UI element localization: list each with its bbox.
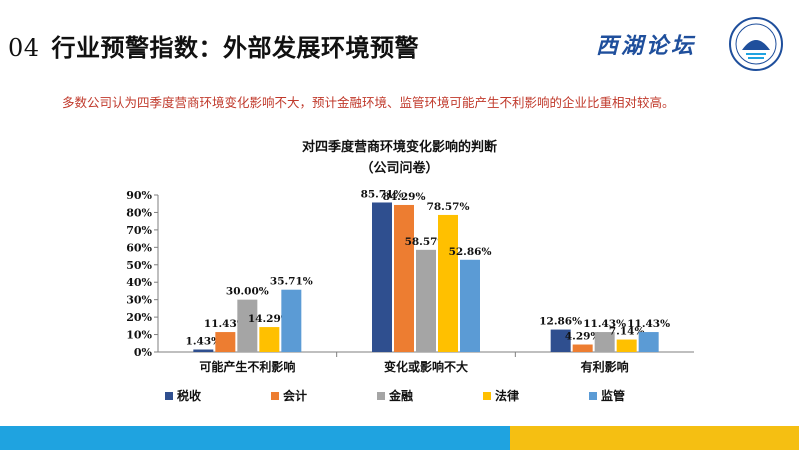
legend-swatch bbox=[483, 392, 491, 400]
data-label: 11.43% bbox=[204, 318, 247, 330]
y-tick-label: 0% bbox=[134, 346, 153, 359]
chart-subtitle: （公司问卷） bbox=[360, 161, 439, 176]
data-label: 84.29% bbox=[383, 191, 426, 203]
y-tick-label: 60% bbox=[126, 241, 152, 254]
y-tick-label: 70% bbox=[126, 224, 152, 237]
legend-swatch bbox=[589, 392, 597, 400]
y-tick-label: 80% bbox=[126, 206, 152, 219]
bar bbox=[616, 339, 637, 352]
bar bbox=[550, 329, 571, 352]
data-label: 12.86% bbox=[539, 316, 582, 328]
association-emblem-icon bbox=[729, 17, 783, 71]
data-label: 30.00% bbox=[226, 286, 269, 298]
legend-label: 法律 bbox=[495, 388, 519, 403]
x-category-label: 可能产生不利影响 bbox=[199, 359, 295, 374]
data-label: 11.43% bbox=[627, 318, 670, 330]
data-label: 78.57% bbox=[427, 201, 470, 213]
section-number: 04 bbox=[8, 34, 40, 62]
footer-band-yellow bbox=[510, 426, 799, 450]
data-label: 4.29% bbox=[565, 331, 601, 343]
data-label: 35.71% bbox=[270, 276, 313, 288]
forum-logo-text: 西湖论坛 bbox=[596, 34, 697, 59]
bar bbox=[281, 289, 302, 352]
legend-label: 税收 bbox=[177, 388, 201, 403]
y-tick-label: 20% bbox=[126, 311, 152, 324]
bar bbox=[594, 332, 615, 352]
bar bbox=[259, 327, 280, 352]
legend-swatch bbox=[377, 392, 385, 400]
legend-swatch bbox=[165, 392, 173, 400]
x-category-label: 变化或影响不大 bbox=[384, 359, 468, 374]
legend-label: 监管 bbox=[601, 388, 625, 403]
data-label: 52.86% bbox=[449, 246, 492, 258]
y-tick-label: 10% bbox=[126, 329, 152, 342]
chart-title: 对四季度营商环境变化影响的判断 bbox=[301, 140, 497, 155]
y-tick-label: 30% bbox=[126, 294, 152, 307]
bar bbox=[215, 332, 236, 352]
data-label: 85.71% bbox=[361, 188, 404, 200]
data-label: 58.57% bbox=[405, 236, 448, 248]
bar-chart: 0% 10% 20% 30% 40% 50% 60% 70% 80% 90% 1.43% 11.43%… bbox=[126, 188, 694, 403]
footer-band-blue bbox=[0, 426, 510, 450]
bar bbox=[372, 202, 392, 352]
bar bbox=[237, 299, 258, 352]
legend-label: 会计 bbox=[283, 388, 307, 403]
data-label: 1.43% bbox=[186, 336, 222, 348]
data-label: 14.29% bbox=[248, 313, 291, 325]
legend-swatch bbox=[271, 392, 279, 400]
y-tick-label: 90% bbox=[126, 189, 152, 202]
page-title: 行业预警指数：外部发展环境预警 bbox=[51, 34, 420, 62]
bar bbox=[460, 259, 480, 352]
bar bbox=[193, 349, 214, 352]
x-category-label: 有利影响 bbox=[581, 359, 629, 374]
bar bbox=[572, 344, 593, 352]
slide-subtitle: 多数公司认为四季度营商环境变化影响不大，预计金融环境、监管环境可能产生不利影响的… bbox=[62, 95, 675, 110]
legend-label: 金融 bbox=[388, 388, 413, 403]
bar bbox=[394, 204, 414, 352]
data-label: 7.14% bbox=[609, 326, 645, 338]
slide-title: 04 行业预警指数：外部发展环境预警 bbox=[8, 28, 419, 63]
y-tick-label: 50% bbox=[126, 259, 152, 272]
y-tick-label: 40% bbox=[126, 276, 152, 289]
data-label: 11.43% bbox=[583, 318, 626, 330]
bar bbox=[638, 332, 659, 352]
bar bbox=[438, 214, 458, 352]
bar bbox=[416, 249, 436, 352]
